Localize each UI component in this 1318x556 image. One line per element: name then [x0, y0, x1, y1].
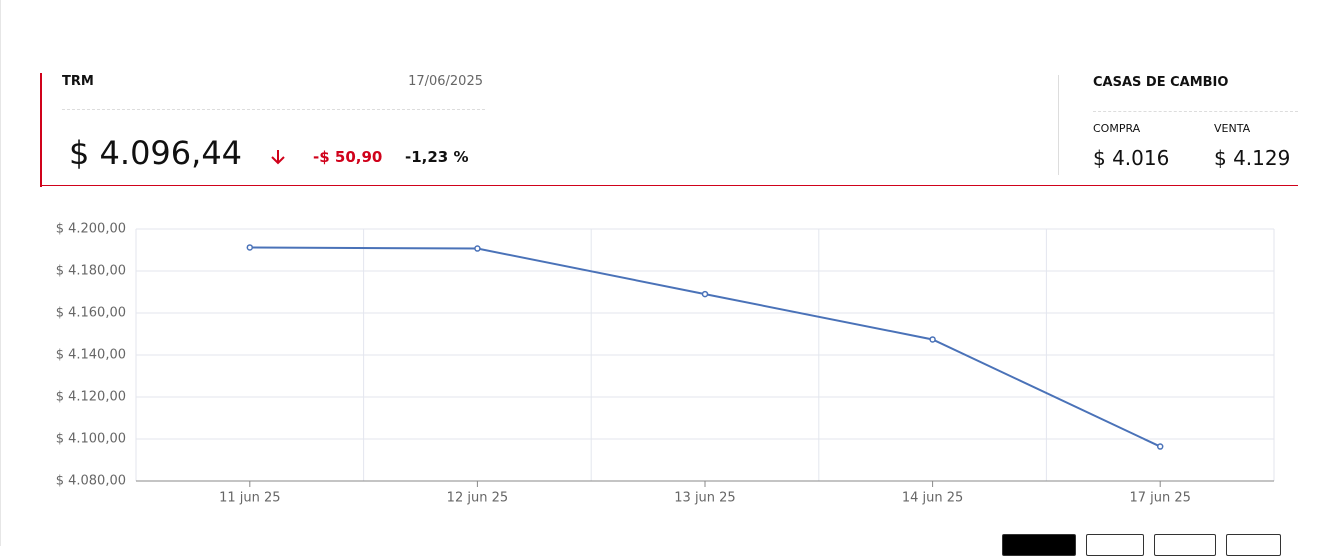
down-arrow — [271, 150, 285, 165]
range-button[interactable] — [1002, 534, 1076, 556]
y-tick-label: $ 4.080,00 — [56, 474, 126, 489]
bottom-border — [40, 185, 1298, 186]
trm-value: $ 4.096,44 — [69, 134, 243, 172]
x-tick-label: 12 jun 25 — [447, 491, 508, 506]
change-pct: -1,23 % — [405, 148, 469, 166]
point — [929, 336, 936, 343]
compra-value: $ 4.016 — [1093, 146, 1170, 170]
range-button[interactable] — [1086, 534, 1144, 556]
y-tick-label: $ 4.180,00 — [56, 264, 126, 279]
x-tick-label: 13 jun 25 — [674, 491, 735, 506]
point — [701, 290, 709, 298]
range-button[interactable] — [1226, 534, 1281, 556]
x-tick-label: 11 jun 25 — [219, 491, 280, 506]
x-tick-label: 17 jun 25 — [1129, 491, 1190, 506]
trm-border — [40, 73, 42, 187]
compra-label: COMPRA — [1093, 122, 1141, 135]
y-tick-label: $ 4.100,00 — [56, 432, 126, 447]
divider — [62, 109, 485, 110]
venta-value: $ 4.129 — [1214, 146, 1291, 170]
range-button[interactable] — [1154, 534, 1216, 556]
line — [249, 246, 1161, 448]
x-tick-label: 14 jun 25 — [902, 491, 963, 506]
y-tick-label: $ 4.120,00 — [56, 390, 126, 405]
trm-label: TRM — [62, 74, 94, 89]
change: -$ 50,90 — [313, 148, 383, 166]
casas-title: CASAS DE CAMBIO — [1093, 75, 1229, 90]
divider — [1093, 111, 1298, 112]
date: 17/06/2025 — [408, 74, 483, 89]
point — [1156, 443, 1164, 450]
vertical-divider — [1058, 75, 1059, 175]
y-tick-label: $ 4.160,00 — [56, 306, 126, 321]
point — [246, 244, 254, 251]
venta-label: VENTA — [1214, 122, 1251, 135]
point — [474, 245, 481, 252]
chart: $ 4.080,00 $ 4.100,00 $ 4.120,00 $ 4.140,00… — [56, 222, 1275, 506]
y-tick-label: $ 4.140,00 — [56, 348, 126, 363]
y-tick-label: $ 4.200,00 — [56, 222, 126, 237]
